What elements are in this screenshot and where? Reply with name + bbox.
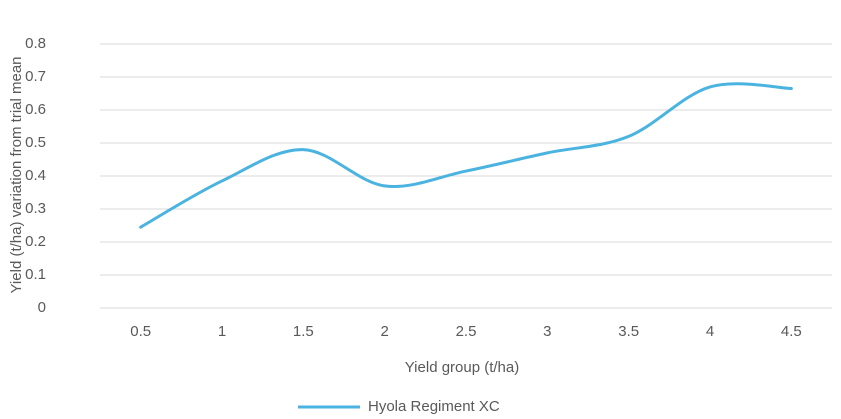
legend-label: Hyola Regiment XC bbox=[368, 398, 500, 415]
y-tick-label: 0.1 bbox=[25, 266, 46, 283]
x-axis-label: Yield group (t/ha) bbox=[405, 359, 520, 376]
x-tick-label: 0.5 bbox=[130, 323, 151, 340]
y-axis-label: Yield (t/ha) variation from trial mean bbox=[8, 56, 25, 293]
y-tick-label: 0.2 bbox=[25, 233, 46, 250]
x-tick-label: 4 bbox=[706, 323, 714, 340]
line bbox=[139, 82, 793, 229]
y-tick-label: 0.7 bbox=[25, 68, 46, 85]
y-tick-label: 0.3 bbox=[25, 200, 46, 217]
x-tick-label: 2.5 bbox=[456, 323, 477, 340]
y-tick-label: 0.8 bbox=[25, 35, 46, 52]
x-tick-label: 3 bbox=[543, 323, 551, 340]
y-tick-label: 0.6 bbox=[25, 101, 46, 118]
x-tick-label: 3.5 bbox=[618, 323, 639, 340]
y-tick-label: 0 bbox=[38, 299, 46, 316]
x-tick-label: 1 bbox=[218, 323, 226, 340]
x-tick-label: 2 bbox=[380, 323, 388, 340]
x-tick-label: 1.5 bbox=[293, 323, 314, 340]
y-tick-label: 0.5 bbox=[25, 134, 46, 151]
x-tick-label: 4.5 bbox=[781, 323, 802, 340]
y-tick-label: 0.4 bbox=[25, 167, 46, 184]
